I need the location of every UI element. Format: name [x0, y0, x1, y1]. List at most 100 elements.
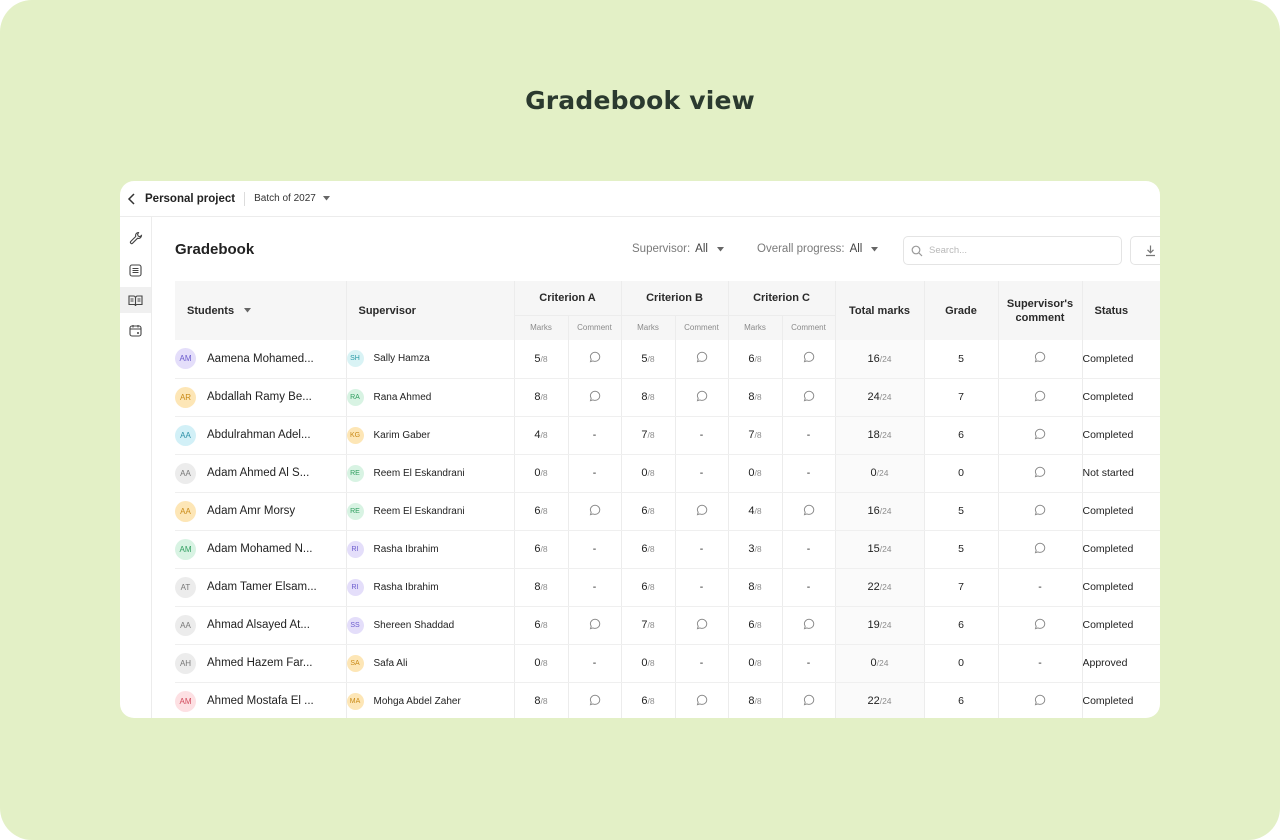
supervisor-name: Rasha Ibrahim	[373, 543, 439, 555]
supervisor-comment-cell: -	[998, 644, 1083, 683]
chevron-left-icon	[127, 192, 135, 205]
grade-cell: 7	[924, 568, 999, 607]
grade-cell: 5	[924, 492, 999, 531]
comment-cell[interactable]	[782, 492, 836, 531]
comment-cell[interactable]	[675, 606, 729, 645]
student-name: Ahmed Mostafa El ...	[207, 695, 314, 707]
status-cell: Completed	[1082, 492, 1160, 531]
criterion-mark: 8/8	[514, 378, 569, 417]
student-name: Adam Ahmed Al S...	[207, 467, 310, 479]
supervisor-avatar: KG	[346, 426, 364, 444]
supervisor-comment-cell[interactable]	[998, 416, 1083, 455]
table-header-row: Students Supervisor Criterion A Criterio…	[175, 281, 1160, 340]
table-row[interactable]: AA Adam Amr Morsy RE Reem El Eskandrani 6/8 6…	[175, 492, 1160, 531]
comment-cell[interactable]	[782, 606, 836, 645]
left-rail	[120, 217, 152, 718]
comment-icon	[803, 694, 814, 705]
student-cell[interactable]: AA Adam Ahmed Al S...	[175, 454, 347, 493]
list-icon	[129, 263, 142, 277]
batch-selector[interactable]: Batch of 2027	[254, 193, 330, 204]
comment-cell[interactable]	[782, 340, 836, 379]
criterion-mark: 5/8	[621, 340, 676, 379]
student-cell[interactable]: AA Ahmad Alsayed At...	[175, 606, 347, 645]
supervisor-cell: RE Reem El Eskandrani	[346, 492, 515, 531]
student-cell[interactable]: AR Abdallah Ramy Be...	[175, 378, 347, 417]
total-marks-cell: 15/24	[835, 530, 925, 569]
comment-cell[interactable]	[568, 682, 622, 718]
table-row[interactable]: AM Aamena Mohamed... SH Sally Hamza 5/8 5/8 6/…	[175, 340, 1160, 379]
grade-cell: 6	[924, 606, 999, 645]
student-cell[interactable]: AA Adam Amr Morsy	[175, 492, 347, 531]
comment-cell[interactable]	[782, 682, 836, 718]
table-row[interactable]: AA Ahmad Alsayed At... SS Shereen Shaddad 6/…	[175, 606, 1160, 645]
comment-cell: -	[568, 454, 622, 493]
rail-calendar[interactable]	[120, 317, 151, 343]
student-cell[interactable]: AM Adam Mohamed N...	[175, 530, 347, 569]
supervisor-comment-cell[interactable]	[998, 340, 1083, 379]
supervisor-cell: SH Sally Hamza	[346, 340, 515, 379]
comment-subheader: Comment	[568, 314, 622, 340]
students-header[interactable]: Students	[175, 281, 347, 340]
supervisor-comment-cell[interactable]	[998, 492, 1083, 531]
caret-down-icon	[871, 246, 879, 251]
comment-cell[interactable]	[568, 378, 622, 417]
total-marks-cell: 0/24	[835, 644, 925, 683]
comment-icon	[1034, 352, 1046, 363]
supervisor-filter-label: Supervisor:	[632, 243, 691, 255]
comment-cell[interactable]	[782, 378, 836, 417]
student-cell[interactable]: AM Aamena Mohamed...	[175, 340, 347, 379]
table-row[interactable]: AA Adam Ahmed Al S... RE Reem El Eskandrani…	[175, 454, 1160, 493]
back-button[interactable]	[122, 189, 142, 209]
comment-cell: -	[568, 644, 622, 683]
supervisor-filter[interactable]: Supervisor: All	[632, 243, 724, 255]
progress-filter[interactable]: Overall progress: All	[757, 243, 879, 255]
comment-cell[interactable]	[675, 682, 729, 718]
supervisor-comment-cell[interactable]	[998, 682, 1083, 718]
comment-cell[interactable]	[568, 340, 622, 379]
comment-subheader: Comment	[675, 314, 729, 340]
marks-subheader: Marks	[514, 314, 569, 340]
comment-cell[interactable]	[675, 492, 729, 531]
rail-wrench[interactable]	[120, 225, 151, 251]
criterion-mark: 6/8	[728, 340, 783, 379]
table-row[interactable]: AT Adam Tamer Elsam... RI Rasha Ibrahim 8/8-…	[175, 568, 1160, 607]
criterion-mark: 7/8	[621, 606, 676, 645]
table-row[interactable]: AM Ahmed Mostafa El ... MA Mohga Abdel Zahe…	[175, 682, 1160, 718]
grade-cell: 5	[924, 340, 999, 379]
supervisor-comment-header: Supervisor's comment	[998, 281, 1083, 340]
rail-gradebook[interactable]	[120, 287, 151, 313]
comment-cell: -	[675, 416, 729, 455]
student-cell[interactable]: AM Ahmed Mostafa El ...	[175, 682, 347, 718]
divider	[244, 191, 246, 206]
book-icon	[128, 294, 143, 306]
student-cell[interactable]: AH Ahmed Hazem Far...	[175, 644, 347, 683]
comment-cell[interactable]	[568, 606, 622, 645]
batch-label: Batch of 2027	[254, 193, 316, 204]
supervisor-name: Mohga Abdel Zaher	[373, 695, 461, 707]
table-row[interactable]: AR Abdallah Ramy Be... RA Rana Ahmed 8/8 8/8 8…	[175, 378, 1160, 417]
supervisor-comment-cell[interactable]	[998, 454, 1083, 493]
criterion-mark: 7/8	[728, 416, 783, 455]
search-input[interactable]	[929, 245, 1109, 256]
criterion-mark: 6/8	[621, 492, 676, 531]
caret-down-icon	[244, 308, 252, 313]
comment-icon	[803, 352, 814, 363]
student-cell[interactable]: AA Abdulrahman Adel...	[175, 416, 347, 455]
rail-list[interactable]	[120, 257, 151, 283]
total-marks-cell: 16/24	[835, 340, 925, 379]
student-cell[interactable]: AT Adam Tamer Elsam...	[175, 568, 347, 607]
project-name: Personal project	[145, 192, 236, 205]
comment-cell[interactable]	[675, 340, 729, 379]
table-row[interactable]: AM Adam Mohamed N... RI Rasha Ibrahim 6/8-6/…	[175, 530, 1160, 569]
marks-subheader: Marks	[728, 314, 783, 340]
table-row[interactable]: AA Abdulrahman Adel... KG Karim Gaber 4/8-7/…	[175, 416, 1160, 455]
download-button[interactable]	[1130, 236, 1160, 265]
criterion-mark: 8/8	[728, 682, 783, 718]
supervisor-comment-cell[interactable]	[998, 606, 1083, 645]
comment-cell[interactable]	[568, 492, 622, 531]
supervisor-comment-cell[interactable]	[998, 530, 1083, 569]
comment-cell: -	[782, 568, 836, 607]
comment-cell[interactable]	[675, 378, 729, 417]
supervisor-comment-cell[interactable]	[998, 378, 1083, 417]
table-row[interactable]: AH Ahmed Hazem Far... SA Safa Ali 0/8-0/8-0/…	[175, 644, 1160, 683]
